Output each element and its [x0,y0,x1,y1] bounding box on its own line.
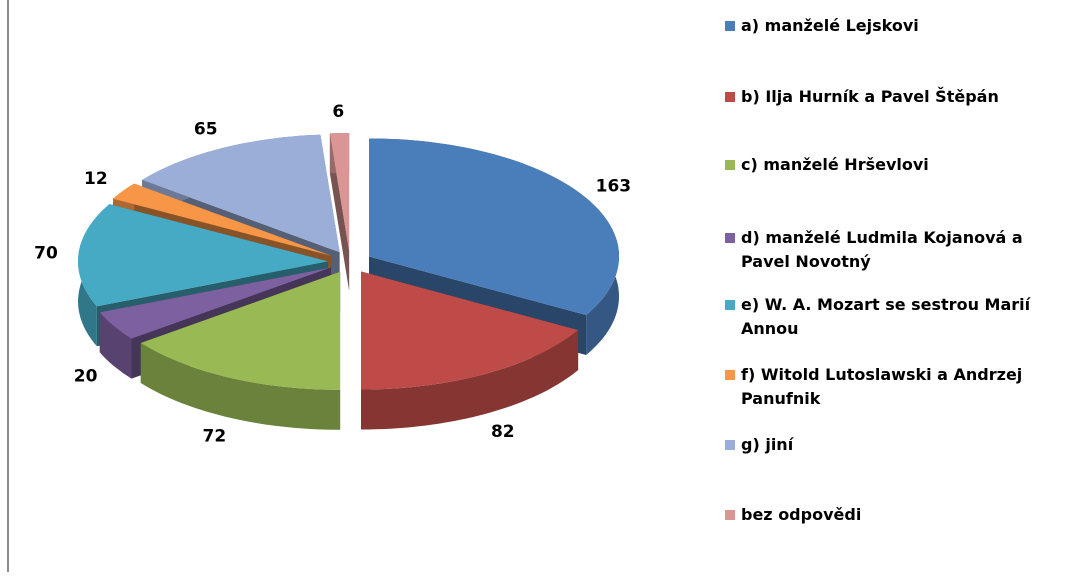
data-label: 82 [491,422,515,442]
legend-swatch [725,92,735,102]
slice [369,138,619,315]
slice-side [99,267,331,353]
legend-entry: b) Ilja Hurník a Pavel Štěpán [725,85,1055,109]
legend-label: bez odpovědi [741,505,862,524]
legend-label: g) jiní [741,435,794,454]
slice [78,204,328,307]
chart: 163 82 72 20 70 12 65 6 [34,102,632,447]
legend-label: d) manželé Ludmila Kojanová a Pavel Novo… [741,228,1023,271]
slice-wall [99,312,132,379]
legend-entry: g) jiní [725,433,1055,457]
slice [140,271,341,390]
legend-swatch [725,21,735,31]
legend-swatch [725,510,735,520]
legend-label: b) Ilja Hurník a Pavel Štěpán [741,87,999,106]
frame-border [7,0,9,572]
data-label: 65 [194,120,218,140]
data-label: 72 [203,427,227,447]
legend-swatch [725,233,735,243]
slice [329,133,350,251]
slice [99,267,331,339]
legend-swatch [725,300,735,310]
legend-entry: a) manželé Lejskovi [725,14,1055,38]
legend-swatch [725,160,735,170]
slice [361,271,579,390]
legend-entry: c) manželé Hrševlovi [725,153,1055,177]
legend-entry: bez odpovědi [725,503,1055,527]
data-label: 12 [84,169,108,189]
legend-label: f) Witold Lutoslawski a Andrzej Panufnik [741,365,1023,408]
data-label: 6 [332,102,344,122]
data-label: 163 [596,177,632,197]
legend-label: c) manželé Hrševlovi [741,155,929,174]
legend-entry: d) manželé Ludmila Kojanová a Pavel Novo… [725,226,1055,274]
slice-wall [140,343,341,430]
legend-entry: e) W. A. Mozart se sestrou Marií Annou [725,293,1055,341]
data-label: 20 [74,367,98,387]
legend-swatch [725,440,735,450]
data-label: 70 [34,243,58,263]
legend-label: e) W. A. Mozart se sestrou Marií Annou [741,295,1031,338]
legend-entry: f) Witold Lutoslawski a Andrzej Panufnik [725,363,1055,411]
legend-label: a) manželé Lejskovi [741,16,919,35]
legend-swatch [725,370,735,380]
slice-wall [361,330,579,430]
slice [142,134,340,253]
slice [113,183,332,256]
